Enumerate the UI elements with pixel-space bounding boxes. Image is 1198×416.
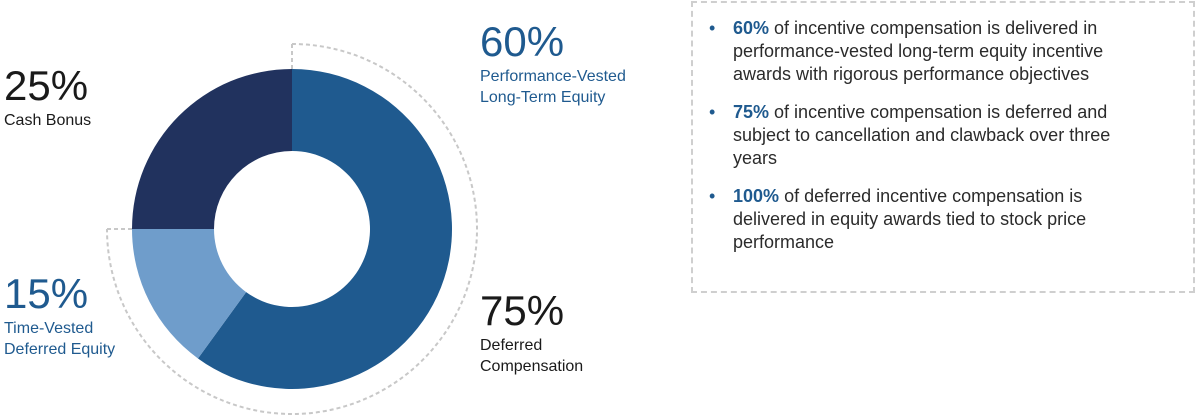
category-label: Performance-Vested xyxy=(480,68,626,85)
chart: 60% Performance-Vested Long-Term Equity 15%… xyxy=(4,18,626,415)
bullet-highlight: 60% xyxy=(733,18,770,38)
bullet-text: of incentive compensation is deferred an… xyxy=(733,102,1111,168)
bullet: • 60% of incentive compensation is delive… xyxy=(709,17,1158,86)
bullet: • 100% of deferred incentive compensation… xyxy=(709,185,1131,254)
annotation-label: Compensation xyxy=(480,358,583,375)
bullet-highlight: 75% xyxy=(733,102,770,122)
bullet-box: • 60% of incentive compensation is delive… xyxy=(691,1,1195,293)
annotation-label: Deferred xyxy=(480,337,542,354)
category-label: Time-Vested xyxy=(4,320,93,337)
bullet-dot: • xyxy=(709,102,716,122)
bullet-dot: • xyxy=(709,186,716,206)
donut-segment xyxy=(197,69,452,390)
value-label: 15% xyxy=(4,270,88,317)
bullet-text: of incentive compensation is delivered i… xyxy=(733,18,1104,84)
bullet-dot: • xyxy=(709,18,716,38)
category-label: Cash Bonus xyxy=(4,112,91,129)
annotation-value: 75% xyxy=(480,287,564,334)
donut-segment xyxy=(132,229,247,359)
value-label: 60% xyxy=(480,18,564,65)
value-label: 25% xyxy=(4,62,88,109)
donut-segment xyxy=(132,69,292,229)
bullet-text: of deferred incentive compensation is de… xyxy=(733,186,1087,252)
annotation-arc xyxy=(106,43,478,415)
category-label: Long-Term Equity xyxy=(480,89,605,106)
category-label: Deferred Equity xyxy=(4,341,115,358)
bullet-highlight: 100% xyxy=(733,186,780,206)
bullet: • 75% of incentive compensation is deferr… xyxy=(709,101,1158,170)
